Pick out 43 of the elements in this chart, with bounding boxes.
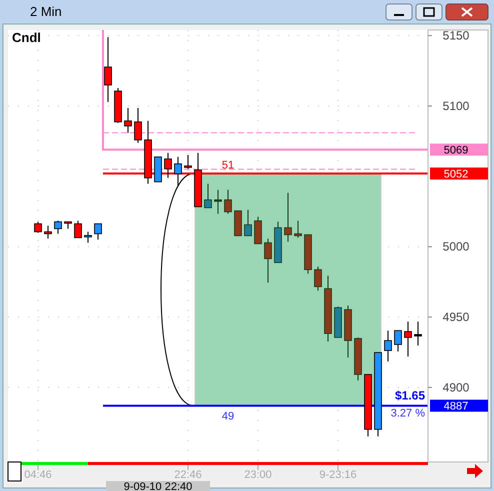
candlestick bbox=[254, 216, 262, 244]
candlestick bbox=[244, 209, 252, 236]
y-tick-label: 4950 bbox=[442, 310, 470, 324]
ref-line-label: 4887 bbox=[444, 400, 468, 413]
candlestick bbox=[34, 221, 42, 234]
y-tick-label: 5150 bbox=[442, 28, 470, 43]
annotation: 3.27 % bbox=[390, 408, 426, 420]
candlestick bbox=[314, 266, 322, 292]
candlestick bbox=[264, 238, 272, 284]
annotation: Cndl bbox=[12, 30, 41, 45]
candlestick bbox=[404, 321, 412, 357]
y-tick-label: 4900 bbox=[442, 380, 470, 394]
candlestick bbox=[414, 321, 422, 346]
candlestick bbox=[134, 107, 142, 144]
x-tick-label: 23:00 bbox=[244, 469, 272, 481]
candlestick bbox=[184, 154, 192, 170]
candlestick bbox=[284, 192, 292, 242]
x-tick-label: 04:46 bbox=[24, 469, 52, 481]
candlestick bbox=[224, 189, 232, 214]
candlestick bbox=[214, 189, 222, 214]
chart-title: 2 Min bbox=[30, 4, 62, 19]
text: 9-09-10 22:40 bbox=[124, 481, 192, 491]
candlestick bbox=[104, 36, 112, 103]
candlestick bbox=[174, 156, 182, 188]
candlestick bbox=[124, 107, 132, 134]
candlestick bbox=[74, 220, 82, 238]
candlestick bbox=[384, 330, 392, 362]
x-tick-label: 22:46 bbox=[174, 469, 202, 481]
candlestick bbox=[54, 220, 62, 234]
candlestick bbox=[204, 183, 212, 208]
annotation: 49 bbox=[222, 410, 234, 423]
y-tick-label: 5000 bbox=[442, 240, 470, 254]
y-tick-label: 5100 bbox=[442, 98, 470, 113]
ref-line-label: 5069 bbox=[444, 144, 468, 157]
candlestick bbox=[44, 225, 52, 240]
annotation: $1.65 bbox=[394, 388, 426, 403]
candlestick bbox=[84, 231, 92, 244]
x-tick-label: 9-23:16 bbox=[319, 469, 357, 481]
candlestick bbox=[94, 223, 102, 240]
annotation: 51 bbox=[222, 160, 234, 172]
candlestick bbox=[294, 220, 302, 238]
candlestick bbox=[394, 330, 402, 352]
ref-line-label: 5052 bbox=[444, 168, 468, 181]
